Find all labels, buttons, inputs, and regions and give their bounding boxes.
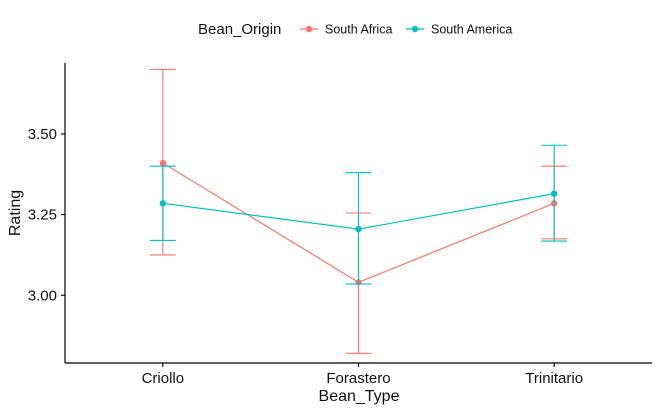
legend-entry: South America — [406, 23, 512, 37]
legend-label: South Africa — [325, 23, 392, 37]
series-layer — [149, 68, 568, 354]
y-axis-ticks: 3.00 3.25 3.50 — [28, 126, 65, 304]
x-tick-label: Criollo — [142, 370, 185, 387]
y-tick-label: 3.00 — [28, 287, 57, 304]
data-point — [550, 190, 558, 197]
legend-key-point — [411, 25, 419, 33]
x-axis-title: Bean_Type — [319, 388, 400, 405]
data-point — [159, 159, 167, 167]
legend-title: Bean_Origin — [198, 21, 281, 38]
x-tick-label: Trinitario — [525, 370, 583, 387]
data-point — [159, 200, 167, 207]
legend: Bean_Origin South Africa South America — [198, 21, 512, 38]
legend-entry: South Africa — [300, 23, 392, 37]
series-south-america — [149, 144, 568, 285]
legend-label: South America — [431, 23, 512, 37]
legend-key-point — [305, 25, 313, 33]
y-tick-label: 3.50 — [28, 126, 57, 143]
data-point — [355, 225, 362, 233]
x-tick-label: Forastero — [326, 370, 390, 387]
plot-area: 3.00 3.25 3.50 Criollo Forastero Trinitario — [28, 63, 652, 387]
y-axis-title: Rating — [7, 190, 24, 236]
y-tick-label: 3.25 — [28, 207, 57, 224]
x-axis-ticks: Criollo Forastero Trinitario — [142, 363, 583, 387]
